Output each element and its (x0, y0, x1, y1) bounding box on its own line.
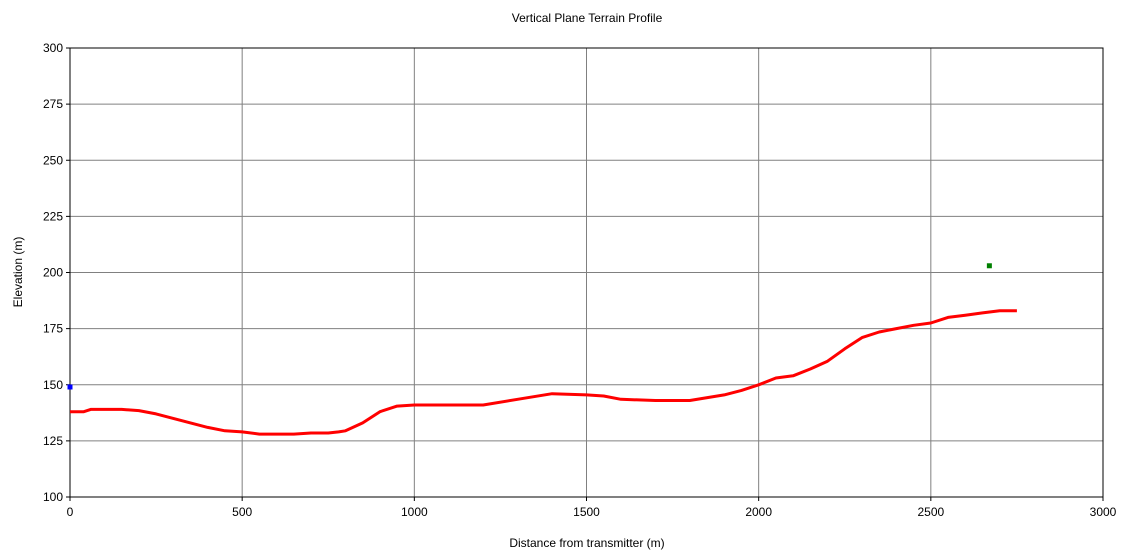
x-tick-label: 1500 (573, 505, 600, 519)
y-tick-label: 200 (43, 266, 63, 280)
points-layer (67, 263, 992, 390)
chart-title: Vertical Plane Terrain Profile (512, 11, 663, 25)
y-tick-label: 100 (43, 490, 63, 504)
y-axis-ticks: 100 125 150 175 200 225 250 275 300 (43, 41, 63, 504)
x-tick-label: 2000 (745, 505, 772, 519)
grid (66, 47, 1104, 501)
y-tick-label: 125 (43, 434, 63, 448)
x-tick-label: 0 (67, 505, 74, 519)
y-tick-label: 250 (43, 153, 63, 167)
plot-area (69, 47, 1104, 498)
x-axis-ticks: 0 500 1000 1500 2000 2500 3000 (67, 505, 1117, 519)
series-layer (70, 309, 1017, 436)
x-axis-label: Distance from transmitter (m) (509, 536, 664, 550)
terrain-profile-line (70, 309, 1017, 436)
x-tick-label: 500 (232, 505, 252, 519)
x-tick-label: 3000 (1090, 505, 1117, 519)
y-tick-label: 175 (43, 322, 63, 336)
x-tick-label: 2500 (917, 505, 944, 519)
x-tick-label: 1000 (401, 505, 428, 519)
y-axis-label: Elevation (m) (11, 237, 25, 308)
y-tick-label: 275 (43, 97, 63, 111)
y-tick-label: 225 (43, 209, 63, 223)
y-tick-label: 150 (43, 378, 63, 392)
receiver-marker (986, 263, 992, 269)
y-tick-label: 300 (43, 41, 63, 55)
transmitter-marker (67, 384, 73, 390)
